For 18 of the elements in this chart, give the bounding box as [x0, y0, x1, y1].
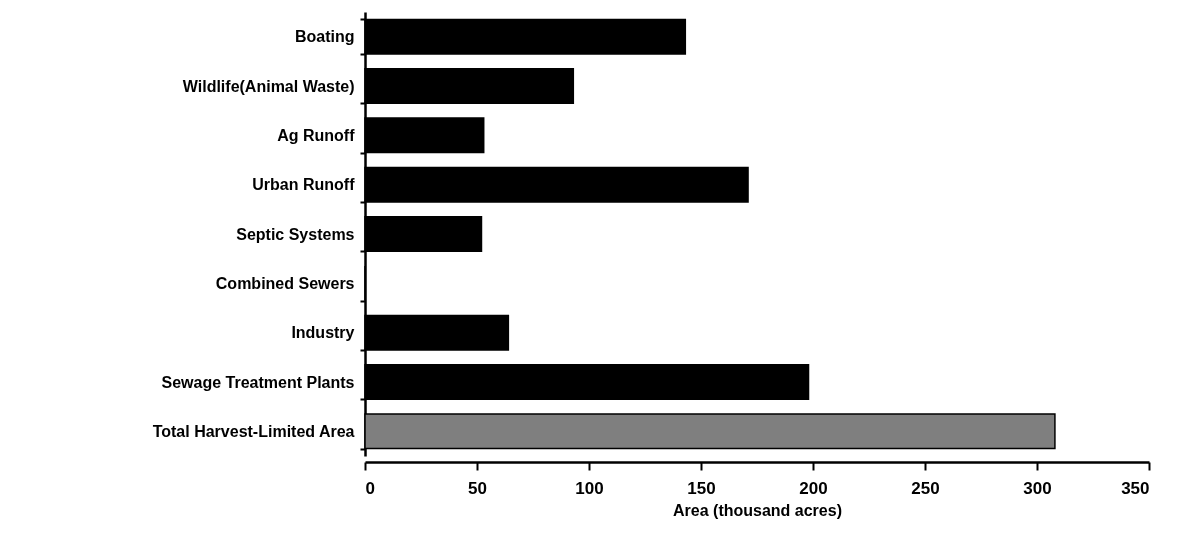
y-tick-label: Boating — [294, 28, 355, 46]
x-tick-label: 100 — [575, 478, 604, 498]
y-tick-label: Ag Runoff — [277, 126, 356, 144]
y-tick-label: Sewage Treatment Plants — [161, 373, 355, 391]
y-tick-label: Urban Runoff — [252, 176, 356, 194]
x-tick-label: 250 — [911, 478, 940, 498]
x-tick-label: 0 — [365, 478, 375, 498]
y-tick-label: Wildlife(Animal Waste) — [182, 77, 355, 95]
y-tick-label: Industry — [291, 324, 355, 342]
x-tick-label: 350 — [1121, 478, 1150, 498]
x-tick-label: 50 — [468, 478, 487, 498]
y-tick-label: Septic Systems — [236, 225, 355, 243]
x-tick-label: 300 — [1023, 478, 1052, 498]
x-axis-title: Area (thousand acres) — [673, 501, 842, 519]
x-tick-label: 150 — [687, 478, 716, 498]
x-tick-label: 200 — [799, 478, 828, 498]
y-tick-label: Total Harvest-Limited Area — [152, 422, 355, 440]
y-tick-label: Combined Sewers — [215, 274, 355, 292]
